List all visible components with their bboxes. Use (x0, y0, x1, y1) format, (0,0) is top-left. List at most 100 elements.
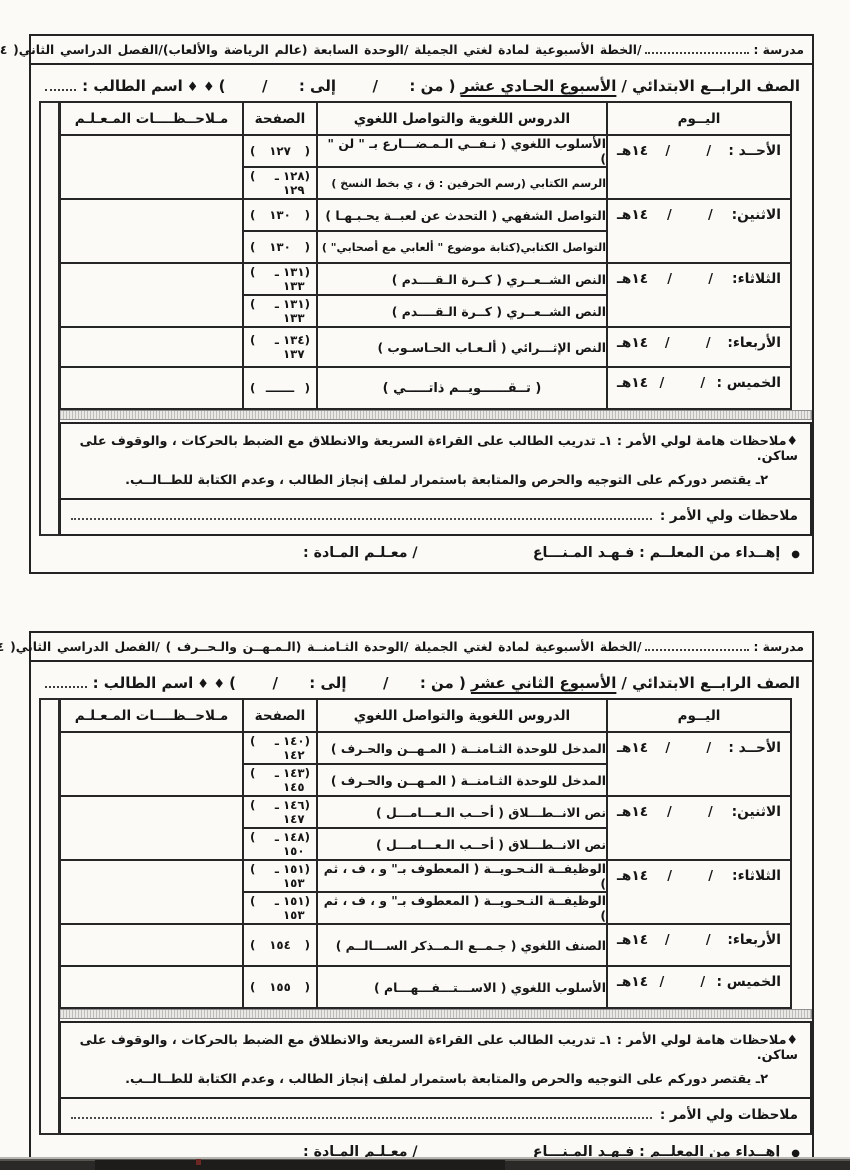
day-cell-thursday: الخميس : / / ١٤هـ (606, 965, 792, 1009)
page-cell: (١٤٨ ـ ١٥٠) (242, 827, 318, 861)
table-row: الأربعاء: / / ١٤هـ النص الإثـــرائي ( ألـع… (59, 326, 792, 368)
col-header-teacher-notes: مـلاحــظــــات المـعـلـم (59, 698, 244, 733)
col-header-page: الصفحة (242, 101, 318, 136)
page-cell: (١٥٤) (242, 923, 318, 967)
paren-open: ( (304, 894, 310, 908)
divider-band (59, 1009, 812, 1019)
divider-band (59, 410, 812, 420)
lesson-cell: النص الإثـــرائي ( ألـعـاب الحـاسـوب ) (316, 326, 608, 368)
plan-header-line: مدرسة : /الخطة الأسبوعية لمادة لغتي الجم… (0, 633, 812, 662)
hijri-year: ١٤هـ (617, 207, 649, 223)
day-cell-wednesday: الأربعاء: / / ١٤هـ (606, 923, 792, 967)
lesson-cell: المدخل للوحدة الثـامنــة ( المـهــن والح… (316, 731, 608, 765)
important-notes-box: ♦ملاحظات هامة لولي الأمر : ١ـ تدريب الطا… (59, 422, 812, 536)
paren-close: ) (250, 862, 256, 876)
lesson-cell: التواصل الكتابي(كتابة موضوع " ألعابي مع … (316, 230, 608, 264)
paren-open: ( (304, 862, 310, 876)
table-row: الرسم الكتابي (رسم الحرفين : ق ، ي بخط ا… (60, 166, 791, 200)
page-number: ١٥٤ (269, 938, 291, 952)
day-label: الثلاثاء: (732, 271, 781, 287)
table-row: نص الانــطـــلاق ( أحــب الـعـــامـــل )… (60, 827, 791, 861)
page-cell: (١٥١ ـ ١٥٣) (242, 859, 318, 893)
plan-body: اليــوم الدروس اللغوية والتواصل اللغوي ا… (31, 698, 812, 1135)
table-row: الثلاثاء: / / ١٤هـ الوظيفــة النـحـويــة (… (59, 859, 792, 925)
plan-title: /الخطة الأسبوعية لمادة لغتي الجميلة /الو… (0, 640, 642, 654)
page-number: ١٥١ ـ ١٥٣ (274, 862, 305, 890)
important-notes-box: ♦ملاحظات هامة لولي الأمر : ١ـ تدريب الطا… (59, 1021, 812, 1135)
page-number: ١٣٠ (269, 240, 291, 254)
school-name-group: مدرسة : (641, 640, 804, 654)
page-number: ١٣٤ ـ ١٣٧ (274, 333, 305, 361)
scanner-dark-segment (95, 1160, 505, 1170)
col-header-teacher-notes: مـلاحــظــــات المـعـلـم (59, 101, 244, 136)
page-cell: (ـــــــ) (242, 366, 318, 410)
day-label: الأربعاء: (727, 932, 781, 948)
grade-label: الصف الرابــع الابتدائي / (621, 674, 800, 692)
student-name-blank (45, 683, 87, 688)
student-name-blank (45, 86, 77, 91)
day-cell-sunday: الأحــد : / / ١٤هـ (606, 731, 792, 797)
page-cell: (١٣٠) (242, 230, 318, 264)
teacher-notes-cell (59, 198, 244, 264)
weekly-plan-section-week11: مدرسة : /الخطة الأسبوعية لمادة لغتي الجم… (0, 34, 814, 574)
paren-open: ( (304, 144, 310, 158)
page-number: ١٢٨ ـ ١٢٩ (274, 169, 305, 197)
date-slashes: / / (665, 741, 712, 756)
page-number: ١٣١ ـ ١٣٣ (274, 297, 305, 325)
day-cell-wednesday: الأربعاء: / / ١٤هـ (606, 326, 792, 368)
scanner-edge-bar (0, 1157, 850, 1170)
date-slashes: / / (665, 144, 712, 159)
day-label: الاثنين: (731, 207, 781, 223)
page-number: ١٥٥ (269, 980, 291, 994)
student-name-label: اسم الطالب : (82, 77, 183, 95)
teacher-notes-cell (59, 859, 244, 925)
table-row: الوظيفــة النـحـويــة ( المعطوف بـ" و ، … (60, 891, 791, 925)
hijri-year: ١٤هـ (617, 868, 649, 884)
table-wrap: اليــوم الدروس اللغوية والتواصل اللغوي ا… (59, 698, 792, 1009)
dedication-text: إهــداء من المعلــم : فـهـد المـنـــاع (532, 1144, 781, 1160)
table-row: الاثنين: / / ١٤هـ التواصل الشفهي ( التحدث … (59, 198, 792, 264)
paren-close: ) (250, 894, 256, 908)
col-header-day: اليــوم (606, 101, 792, 136)
table-row: التواصل الكتابي(كتابة موضوع " ألعابي مع … (60, 230, 791, 264)
lesson-cell: الرسم الكتابي (رسم الحرفين : ق ، ي بخط ا… (316, 166, 608, 200)
parent-notes-label: ملاحظات ولي الأمر : (659, 1107, 798, 1123)
paren-close: ) (250, 265, 256, 279)
lesson-cell: التواصل الشفهي ( التحدث عن لعبــة يحـبـه… (316, 198, 608, 232)
table-row: الأحــد : / / ١٤هـ المدخل للوحدة الثـامنــ… (59, 731, 792, 797)
lesson-cell: المدخل للوحدة الثـامنــة ( المـهــن والح… (316, 763, 608, 797)
subject-teacher-label: / معـلـم المـادة : (303, 1144, 418, 1160)
paren-close: ) (250, 333, 256, 347)
dates-label: ( من : / إلى : / ) (229, 674, 466, 692)
hijri-year: ١٤هـ (617, 740, 649, 756)
day-cell-sunday: الأحــد : / / ١٤هـ (606, 134, 792, 200)
teacher-dedication: ● إهــداء من المعلــم : فـهـد المـنـــاع (533, 1144, 800, 1160)
page-cell: (١٢٨ ـ ١٢٩) (242, 166, 318, 200)
paren-close: ) (250, 144, 256, 158)
col-header-lessons: الدروس اللغوية والتواصل اللغوي (316, 101, 608, 136)
scanner-red-mark (196, 1159, 201, 1165)
school-name-blank (645, 646, 750, 651)
page-cell: (١٥٥) (242, 965, 318, 1009)
paren-close: ) (250, 938, 256, 952)
page-cell: (١٣١ ـ ١٣٣) (242, 294, 318, 328)
date-slashes: / / (667, 805, 713, 820)
paren-close: ) (250, 297, 256, 311)
table-row: الاثنين: / / ١٤هـ نص الانــطـــلاق ( أحــب… (59, 795, 792, 861)
page-cell: (١٤٦ ـ ١٤٧) (242, 795, 318, 829)
paren-close: ) (250, 798, 256, 812)
page-number: ١٣١ ـ ١٣٣ (274, 265, 305, 293)
paren-open: ( (304, 766, 310, 780)
parent-notes-label: ملاحظات ولي الأمر : (659, 508, 798, 524)
hijri-year: ١٤هـ (617, 974, 649, 990)
grade-label: الصف الرابــع الابتدائي / (621, 77, 800, 95)
page-number: ١٤٣ ـ ١٤٥ (274, 766, 305, 794)
paren-open: ( (304, 830, 310, 844)
lesson-cell: الوظيفــة النـحـويــة ( المعطوف بـ" و ، … (316, 859, 608, 893)
paren-close: ) (250, 830, 256, 844)
paren-close: ) (250, 240, 256, 254)
hijri-year: ١٤هـ (617, 375, 649, 391)
date-slashes: / / (667, 869, 713, 884)
page-cell: (١٤٠ ـ ١٤٢) (242, 731, 318, 765)
week-label: الأسبوع الحـادي عشر (460, 77, 617, 95)
